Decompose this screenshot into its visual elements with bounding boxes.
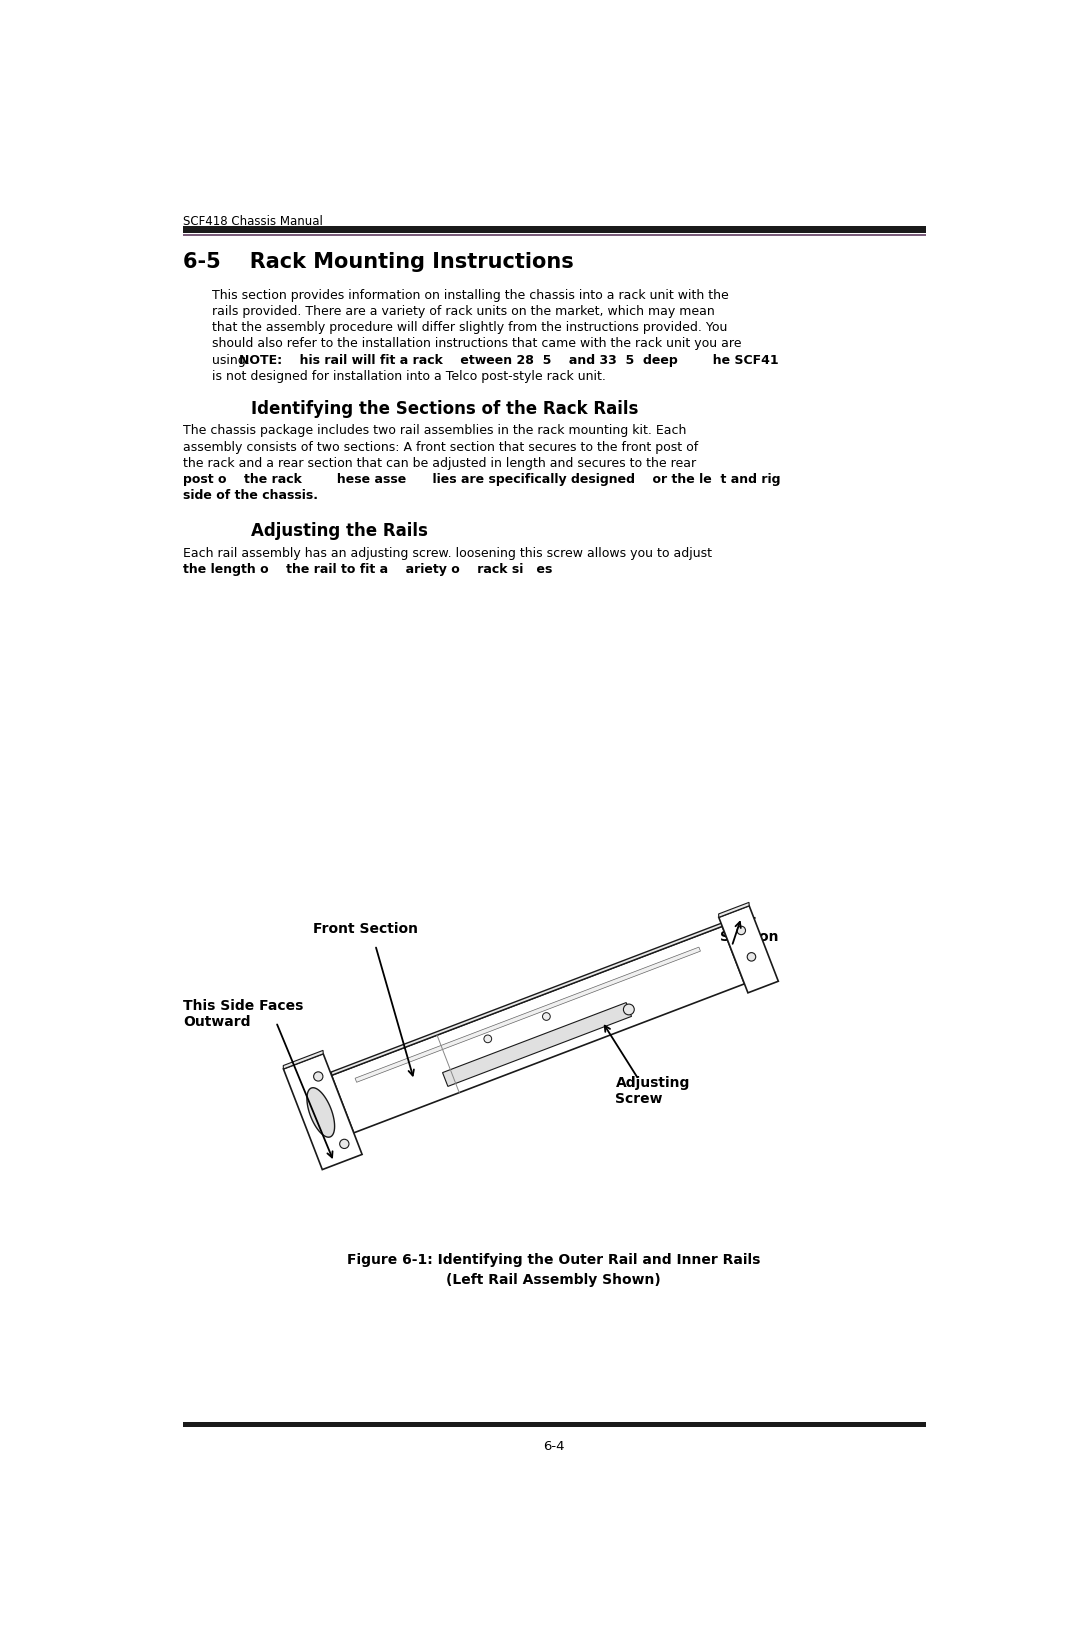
Bar [183, 1422, 926, 1427]
Text: using.: using. [213, 353, 254, 366]
Circle shape [747, 952, 756, 960]
Circle shape [313, 1072, 323, 1081]
Polygon shape [443, 1003, 632, 1086]
Polygon shape [332, 922, 723, 1076]
Text: Adjusting the Rails: Adjusting the Rails [252, 521, 428, 540]
Text: This Side Faces
Outward: This Side Faces Outward [183, 998, 303, 1030]
Circle shape [623, 1005, 634, 1015]
Text: The chassis package includes two rail assemblies in the rack mounting kit. Each: The chassis package includes two rail as… [183, 424, 687, 437]
Text: Figure 6-1: Identifying the Outer Rail and Inner Rails: Figure 6-1: Identifying the Outer Rail a… [347, 1252, 760, 1267]
Text: should also refer to the installation instructions that came with the rack unit : should also refer to the installation in… [213, 337, 742, 350]
Circle shape [484, 1035, 491, 1043]
Text: Front Section: Front Section [313, 922, 418, 936]
Text: NOTE:    his rail will fit a rack    etween 28  5    and 33  5  deep        he S: NOTE: his rail will fit a rack etween 28… [239, 353, 779, 366]
Polygon shape [718, 903, 750, 917]
Text: Adjusting
Screw: Adjusting Screw [616, 1076, 690, 1106]
Text: is not designed for installation into a Telco post-style rack unit.: is not designed for installation into a … [213, 370, 606, 383]
Text: This section provides information on installing the chassis into a rack unit wit: This section provides information on ins… [213, 289, 729, 302]
Polygon shape [719, 906, 779, 993]
Polygon shape [283, 1051, 323, 1069]
Text: post o    the rack        hese asse      lies are specifically designed    or th: post o the rack hese asse lies are speci… [183, 474, 781, 485]
Text: 6-4: 6-4 [543, 1440, 564, 1454]
Polygon shape [332, 926, 744, 1134]
Text: rails provided. There are a variety of rack units on the market, which may mean: rails provided. There are a variety of r… [213, 305, 715, 318]
Text: 6-5    Rack Mounting Instructions: 6-5 Rack Mounting Instructions [183, 252, 573, 272]
Text: SCF418 Chassis Manual: SCF418 Chassis Manual [183, 214, 323, 228]
Text: Identifying the Sections of the Rack Rails: Identifying the Sections of the Rack Rai… [252, 399, 638, 417]
Bar [183, 226, 926, 233]
Bar [183, 234, 926, 236]
Text: the rack and a rear section that can be adjusted in length and secures to the re: the rack and a rear section that can be … [183, 457, 697, 470]
Text: Rear
Section: Rear Section [720, 914, 779, 944]
Text: side of the chassis.: side of the chassis. [183, 488, 318, 502]
Polygon shape [355, 947, 701, 1082]
Polygon shape [283, 1054, 362, 1170]
Text: Each rail assembly has an adjusting screw. loosening this screw allows you to ad: Each rail assembly has an adjusting scre… [183, 546, 712, 559]
Text: that the assembly procedure will differ slightly from the instructions provided.: that the assembly procedure will differ … [213, 322, 728, 335]
Text: the length o    the rail to fit a    ariety o    rack si   es: the length o the rail to fit a ariety o … [183, 563, 553, 576]
Polygon shape [307, 1087, 335, 1137]
Text: (Left Rail Assembly Shown): (Left Rail Assembly Shown) [446, 1272, 661, 1287]
Circle shape [737, 926, 745, 934]
Text: assembly consists of two sections: A front section that secures to the front pos: assembly consists of two sections: A fro… [183, 441, 699, 454]
Circle shape [340, 1138, 349, 1148]
Circle shape [542, 1013, 551, 1020]
